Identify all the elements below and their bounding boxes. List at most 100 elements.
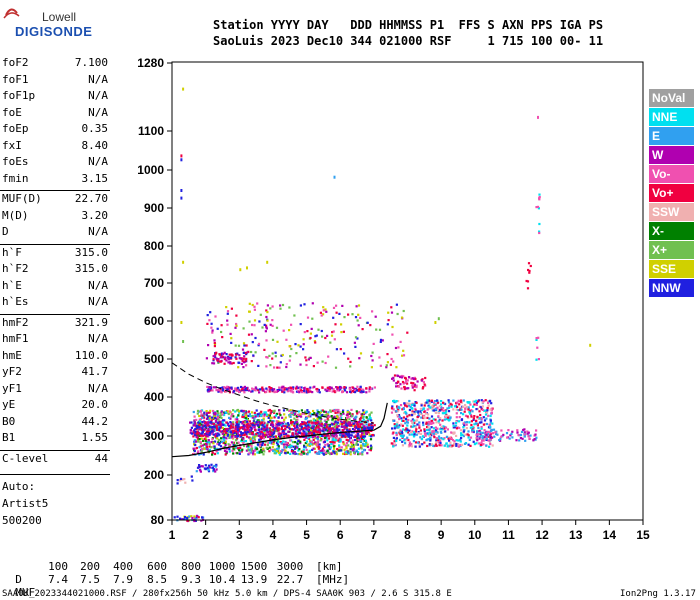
echo-point [214,434,217,437]
muf-value-row: MUF [2,573,35,599]
echo-point [220,423,224,426]
echo-point [275,420,278,423]
echo-point [404,442,407,445]
echo-point [414,445,417,448]
echo-point [410,407,413,410]
echo-point [283,435,286,438]
echo-point [278,451,281,455]
echo-point [240,450,243,453]
echo-point [348,424,351,427]
echo-point [307,437,310,440]
echo-point [475,442,478,445]
echo-point [464,404,467,407]
echo-point [197,440,200,443]
echo-point [189,429,192,432]
echo-point [245,433,248,436]
echo-point [361,453,364,456]
echo-point [253,433,256,436]
echo-point [247,445,250,449]
echo-point [423,410,426,413]
parameter-row-fof1: foF1 N/A [2,73,108,87]
echo-cluster [195,463,218,473]
echo-point [232,423,235,426]
echo-point [206,435,209,438]
echo-point [483,436,486,439]
echo-point [440,426,443,429]
echo-point [396,405,399,408]
echo-cluster [212,351,249,365]
echo-point [316,436,319,439]
echo-point [300,391,304,394]
echo-point [447,437,450,440]
parameter-name: MUF(D) [2,192,42,205]
echo-point [202,414,205,417]
echo-point [414,377,417,381]
echo-point [410,445,413,448]
echo-point [418,445,421,448]
echo-point [268,430,272,433]
echo-point [299,363,302,366]
echo-point [359,352,363,355]
echo-point [277,433,280,436]
echo-point [184,516,187,519]
echo-point [183,478,186,481]
echo-point [308,414,311,417]
echo-point [289,409,292,412]
echo-point [443,425,446,429]
echo-point [252,354,255,357]
echo-point [401,435,404,438]
echo-point [213,414,216,417]
echo-point [319,434,322,437]
echo-point [366,445,370,448]
echo-point [315,444,318,447]
echo-point [309,439,312,443]
echo-point [458,420,461,423]
echo-point [201,516,204,519]
echo-point [443,427,446,430]
echo-point [212,358,215,361]
echo-point [328,423,332,427]
echo-point [266,260,269,264]
echo-point [402,349,405,352]
echo-point [366,443,369,446]
echo-point [219,445,222,448]
echo-point [420,416,423,419]
echo-point [260,414,263,417]
echo-point [345,446,348,449]
echo-point [228,353,231,356]
echo-point [279,307,282,310]
echo-point [258,450,261,453]
echo-point [264,424,267,427]
echo-point [535,338,538,341]
muf-value-cell: 7.5 [80,573,100,586]
echo-point [256,302,259,305]
echo-point [214,412,217,415]
echo-point [221,389,224,392]
echo-point [256,434,259,437]
echo-point [463,429,466,432]
echo-point [308,449,311,452]
echo-point [206,385,209,388]
echo-point [314,441,317,444]
echo-point [303,432,306,435]
x-tick-label: 15 [636,528,650,542]
echo-point [350,414,353,417]
echo-point [199,434,202,437]
echo-point [410,425,413,428]
echo-point [251,426,254,429]
echo-point [399,404,403,407]
echo-point [435,429,438,432]
echo-point [407,431,410,434]
echo-point [286,422,290,425]
echo-point [469,413,473,417]
auto-code: 500200 [2,514,42,527]
echo-point [460,399,463,402]
echo-point [479,443,483,446]
echo-point [205,423,208,426]
echo-point [253,388,257,391]
echo-point [352,424,355,427]
echo-point [265,324,268,327]
echo-point [180,189,183,192]
echo-point [190,432,193,435]
echo-point [252,419,255,423]
